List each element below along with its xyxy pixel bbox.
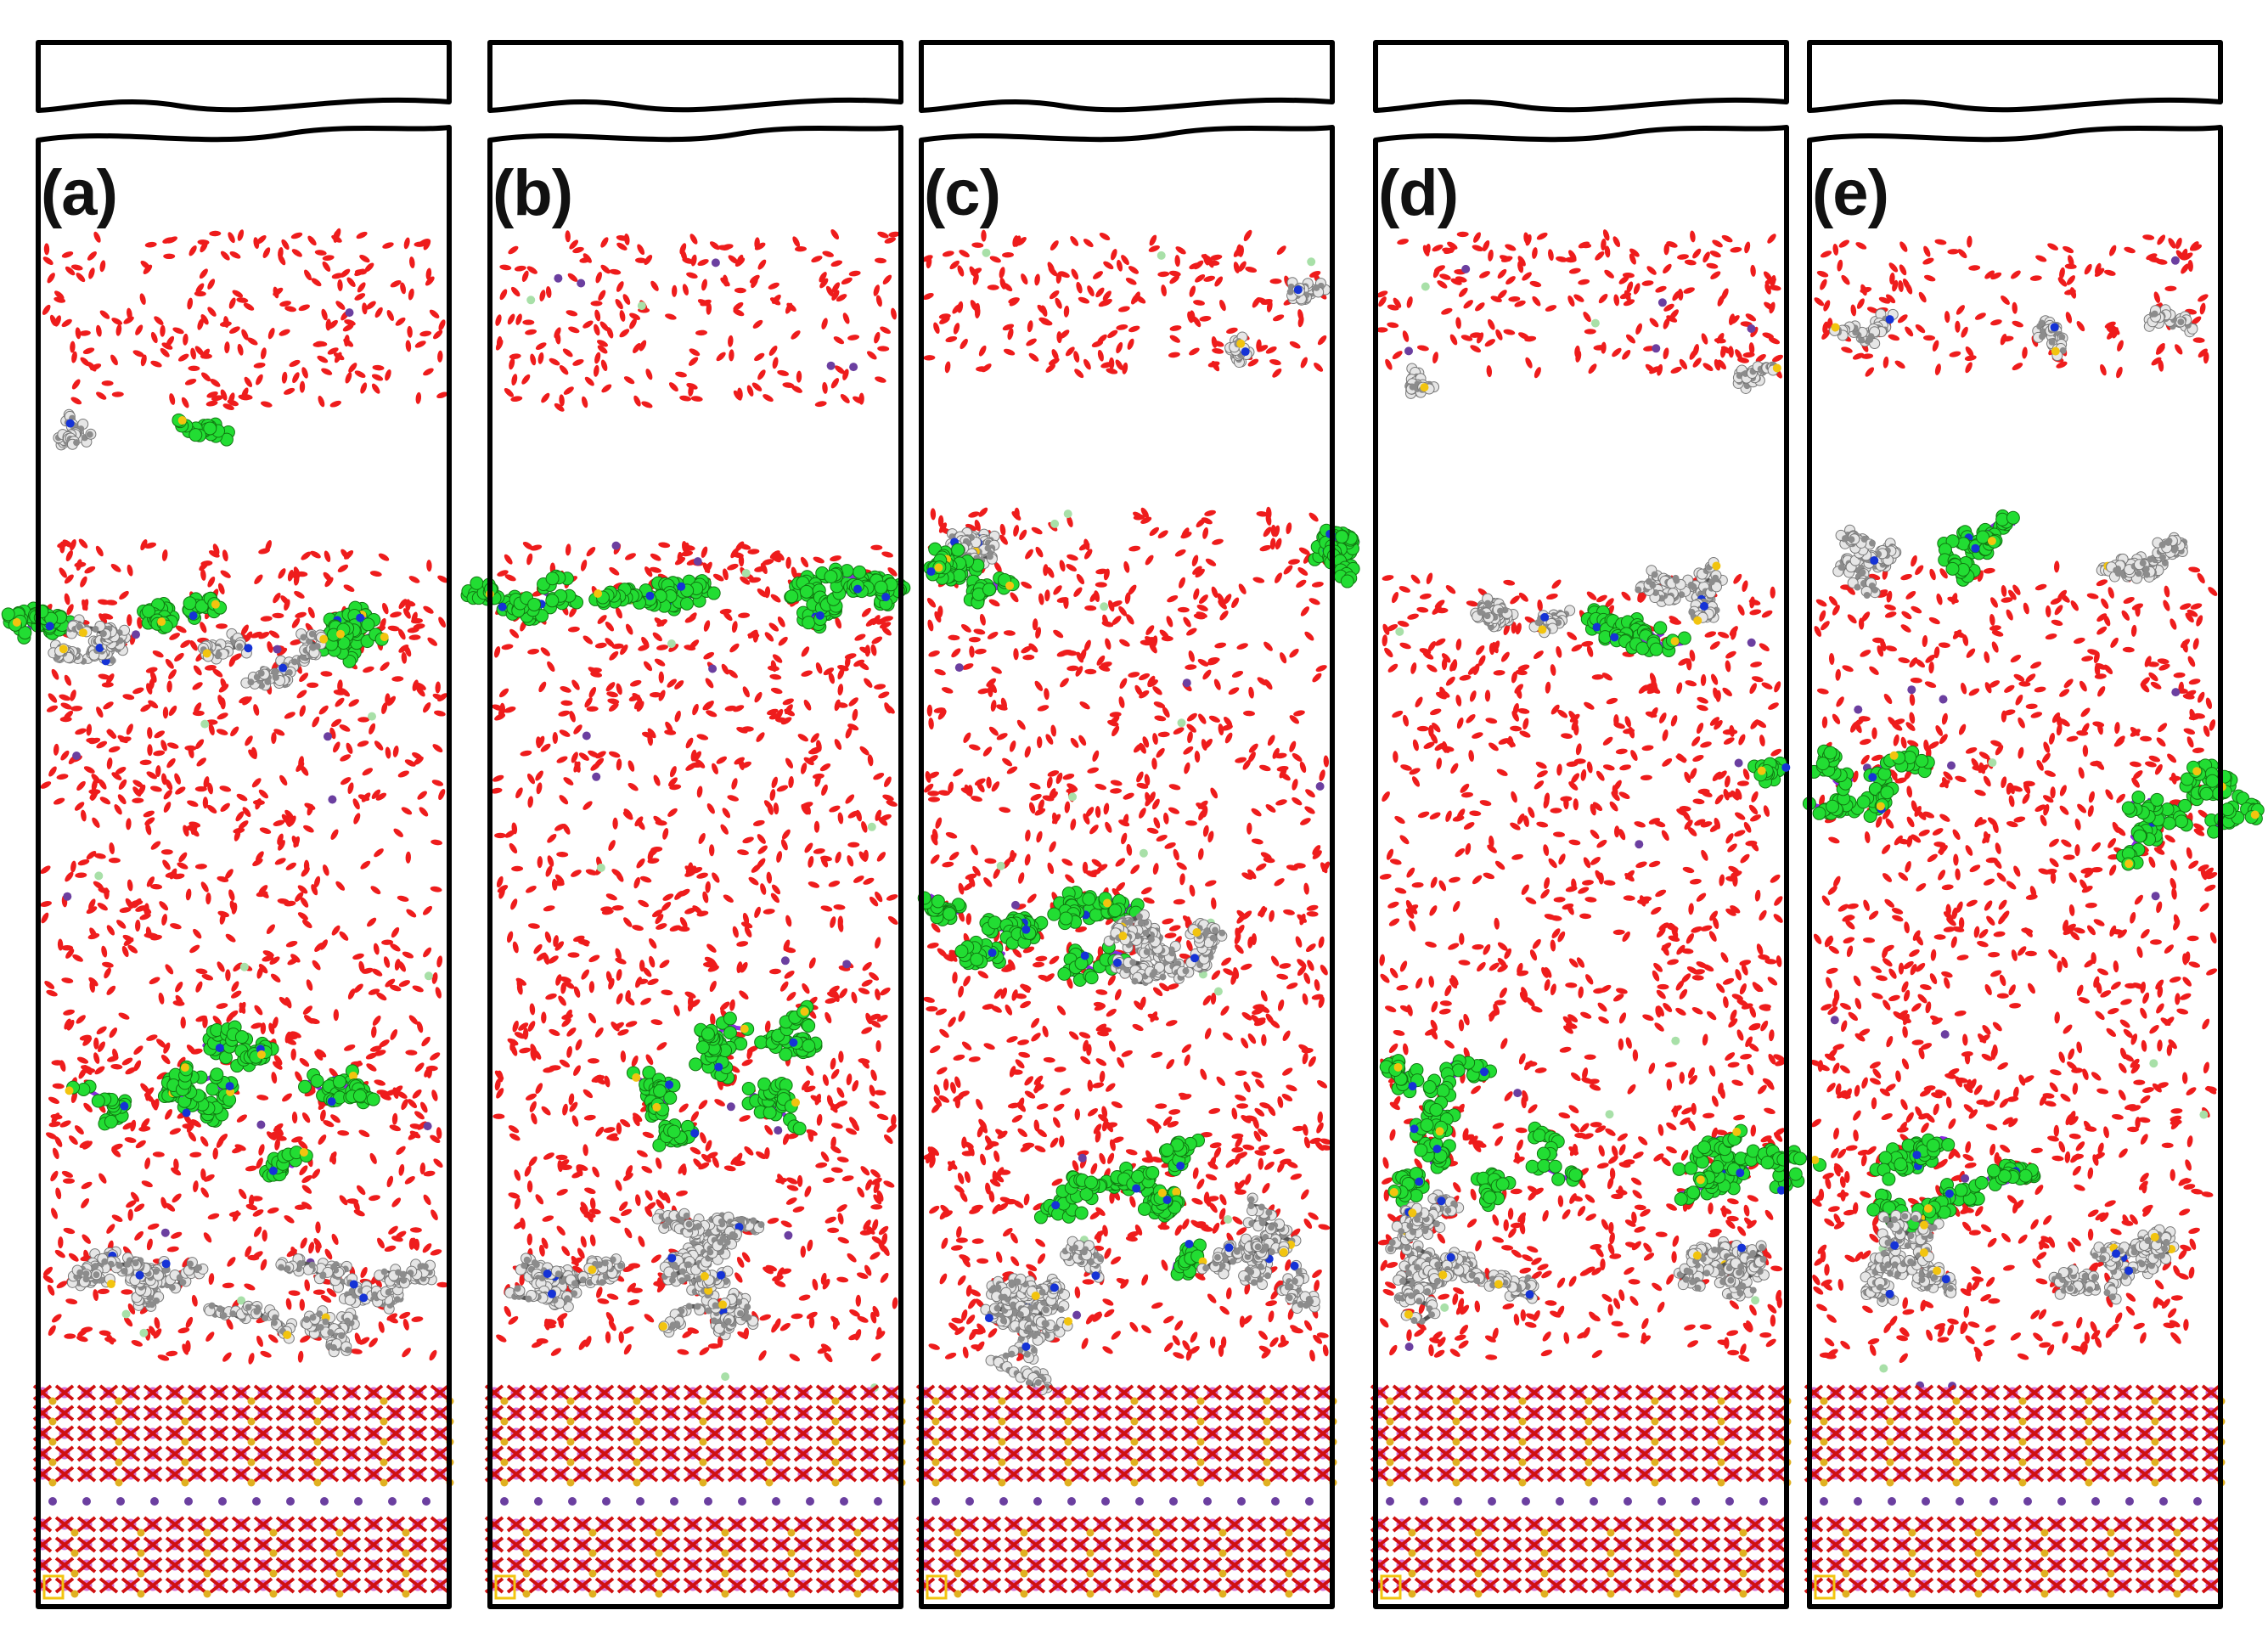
surfactant-molecules <box>1 408 437 1358</box>
panel-d-scene <box>1370 40 1827 1609</box>
water-molecules <box>490 228 901 1363</box>
panel-label-c: (c) <box>924 157 1001 229</box>
ions <box>1830 256 2209 1391</box>
mineral-slabs <box>1804 1384 2226 1598</box>
panel-label-a: (a) <box>41 157 118 229</box>
panel-e: (e) <box>1747 34 2265 1613</box>
panel-c-scene <box>915 40 1360 1609</box>
surfactant-molecules <box>917 277 1360 1396</box>
surfactant-molecules <box>1747 304 2265 1307</box>
water-molecules <box>40 228 449 1365</box>
mineral-slabs <box>915 1384 1337 1598</box>
panel-e-scene <box>1747 40 2265 1609</box>
surfactant-molecules <box>460 562 911 1341</box>
panel-frame <box>919 40 1335 1609</box>
panel-frame <box>1373 40 1789 1609</box>
panel-label-b: (b) <box>492 157 573 229</box>
mineral-slabs <box>1370 1384 1792 1598</box>
mineral-slabs <box>484 1384 906 1598</box>
panel-c: (c) <box>915 34 1360 1613</box>
panel-b-scene <box>460 40 911 1609</box>
panel-label-e: (e) <box>1812 157 1889 229</box>
panel-frame <box>36 40 452 1609</box>
panel-a: (a) <box>1 34 454 1613</box>
mineral-slabs <box>32 1384 454 1598</box>
surfactant-molecules <box>1379 361 1827 1325</box>
panel-label-d: (d) <box>1378 157 1459 229</box>
panel-frame <box>487 40 903 1609</box>
panel-frame <box>1807 40 2223 1609</box>
panel-d: (d) <box>1370 34 1827 1613</box>
water-molecules <box>921 229 1332 1362</box>
panel-a-scene <box>1 40 454 1609</box>
panel-b: (b) <box>460 34 911 1613</box>
